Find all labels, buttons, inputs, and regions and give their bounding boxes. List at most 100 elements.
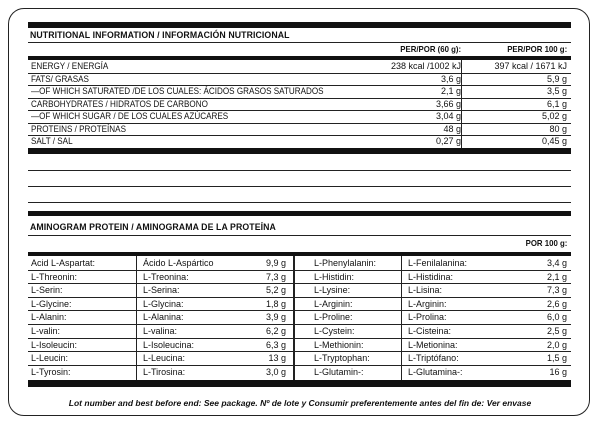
amino-value: 1,5 g <box>546 353 567 364</box>
row-rule <box>28 296 571 298</box>
amino-name-es: L-Alanina: <box>143 312 184 323</box>
nutrition-panel: NUTRITIONAL INFORMATION / INFORMACIÓN NU… <box>28 22 571 162</box>
amino-name-en: Acid L-Aspartat: <box>31 258 96 268</box>
per-60g-value: 3,66 g <box>435 98 461 109</box>
amino-value: 6,3 g <box>265 339 286 350</box>
row-rule <box>28 283 571 285</box>
per-100g-value: 397 kcal / 1671 kJ <box>494 61 567 71</box>
amino-value: 3,0 g <box>265 366 286 377</box>
per-60g-value: 238 kcal /1002 kJ <box>390 61 461 71</box>
blank-lines <box>28 170 571 220</box>
header-rule <box>28 56 571 60</box>
nutrient-name: —OF WHICH SATURATED /DE LOS CUALES: ÁCID… <box>31 86 324 97</box>
amino-value: 1,8 g <box>265 298 286 309</box>
amino-name-es: L-Serina: <box>143 285 180 296</box>
amino-row: L-Tyrosin: L-Tirosina: 3,0 g L-Glutamin-: L-… <box>28 366 571 378</box>
nutrition-row: —OF WHICH SUGAR / DE LOS CUALES AZÚCARES… <box>28 110 571 122</box>
nutrition-row: SALT / SAL 0,27 g 0,45 g <box>28 135 571 147</box>
amino-row: L-Serin: L-Serina: 5,2 g L-Lysine: L-Lisina:… <box>28 284 571 296</box>
amino-name-en: L-Lysine: <box>314 285 351 296</box>
amino-value: 7,3 g <box>265 271 286 282</box>
amino-name-es: L-Isoleucina: <box>143 339 195 350</box>
amino-row: L-valin: L-valina: 6,2 g L-Cystein: L-Cistei… <box>28 325 571 337</box>
per-100g-value: 5,9 g <box>546 73 567 84</box>
blank-line <box>28 170 571 171</box>
nutrient-name: CARBOHYDRATES / HIDRATOS DE CARBONO <box>31 98 208 109</box>
amino-name-es: L-Histidina: <box>408 271 454 282</box>
per-100g-value: 6,1 g <box>546 98 567 109</box>
amino-name-en: L-Glutamin-: <box>314 366 364 377</box>
nutrition-title: NUTRITIONAL INFORMATION / INFORMACIÓN NU… <box>30 30 290 41</box>
amino-name-en: L-Tyrosin: <box>31 366 71 377</box>
amino-value: 7,3 g <box>546 285 567 296</box>
nutrient-name: —OF WHICH SUGAR / DE LOS CUALES AZÚCARES <box>31 111 229 122</box>
nutrition-row: —OF WHICH SATURATED /DE LOS CUALES: ÁCID… <box>28 85 571 97</box>
top-rule <box>28 22 571 28</box>
aminogram-panel: AMINOGRAM PROTEIN / AMINOGRAMA DE LA PRO… <box>28 211 571 391</box>
amino-name-en: L-Phenylalanin: <box>314 258 377 268</box>
per-100g-value: 5,02 g <box>541 111 567 122</box>
row-rule <box>28 269 571 271</box>
nutrient-name: ENERGY / ENERGÍA <box>31 61 109 71</box>
lot-footer-note: Lot number and best before end: See pack… <box>68 398 532 408</box>
amino-row: Acid L-Aspartat: Ácido L-Aspártico 9,9 g L-… <box>28 257 571 269</box>
row-rule <box>28 324 571 325</box>
amino-name-es: L-Glycina: <box>143 298 184 309</box>
row-rule <box>28 351 571 353</box>
row-rule <box>28 122 571 124</box>
amino-name-es: L-Fenilalanina: <box>408 258 468 268</box>
amino-value: 16 g <box>549 366 567 377</box>
amino-row: L-Alanin: L-Alanina: 3,9 g L-Proline: L-Prol… <box>28 311 571 323</box>
amino-name-en: L-Proline: <box>314 312 353 323</box>
row-rule <box>28 97 571 99</box>
amino-name-es: L-Tirosina: <box>143 366 186 377</box>
per-60g-value: 3,04 g <box>435 111 461 122</box>
column-divider <box>401 256 402 380</box>
amino-name-es: L-Arginin: <box>408 298 447 309</box>
nutrition-row: FATS/ GRASAS 3,6 g 5,9 g <box>28 73 571 85</box>
row-rule <box>28 310 571 312</box>
amino-name-en: L-Alanin: <box>31 312 67 323</box>
amino-value: 3,4 g <box>546 258 567 268</box>
amino-name-es: L-Lisina: <box>408 285 443 296</box>
amino-row: L-Isoleucin: L-Isoleucina: 6,3 g L-Methioni… <box>28 339 571 351</box>
per-60g-header: PER/POR (60 g): <box>400 44 461 54</box>
aminogram-top-rule <box>28 211 571 216</box>
column-divider <box>136 256 137 380</box>
amino-value: 6,2 g <box>265 326 286 336</box>
row-rule <box>28 364 571 366</box>
column-divider <box>293 256 295 380</box>
nutrition-row: PROTEINS / PROTEÍNAS 48 g 80 g <box>28 123 571 135</box>
amino-row: L-Glycine: L-Glycina: 1,8 g L-Arginin: L-Arg… <box>28 298 571 310</box>
title-rule <box>28 42 571 43</box>
nutrient-name: SALT / SAL <box>31 136 73 147</box>
amino-name-es: L-Prolina: <box>408 312 447 323</box>
per-100g-value: 80 g <box>549 123 567 134</box>
per-100g-header: PER/POR 100 g: <box>507 44 567 54</box>
aminogram-header-rule <box>28 252 571 256</box>
amino-name-en: L-Serin: <box>31 285 63 296</box>
label-frame <box>8 8 590 416</box>
blank-line <box>28 202 571 203</box>
amino-name-es: L-Treonina: <box>143 271 189 282</box>
bottom-rule <box>28 148 571 154</box>
amino-name-en: L-Histidin: <box>314 271 355 282</box>
amino-row: L-Leucin: L-Leucina: 13 g L-Tryptophan: L-Tr… <box>28 352 571 364</box>
row-rule <box>28 337 571 339</box>
blank-line <box>28 186 571 187</box>
aminogram-title-rule <box>28 235 571 236</box>
amino-value: 2,5 g <box>546 326 567 336</box>
nutrition-row: CARBOHYDRATES / HIDRATOS DE CARBONO 3,66 … <box>28 98 571 110</box>
amino-name-en: L-Cystein: <box>314 326 355 336</box>
per-100g-value: 3,5 g <box>546 86 567 97</box>
amino-name-en: L-Methionin: <box>314 339 364 350</box>
row-rule <box>28 72 571 74</box>
amino-name-es: L-Metionina: <box>408 339 458 350</box>
amino-value: 13 g <box>268 353 286 364</box>
amino-name-es: L-Leucina: <box>143 353 186 364</box>
amino-name-en: L-Glycine: <box>31 298 72 309</box>
amino-name-es: Ácido L-Aspártico <box>143 258 214 268</box>
amino-value: 5,2 g <box>265 285 286 296</box>
per-60g-value: 0,27 g <box>435 136 461 147</box>
amino-name-en: L-Tryptophan: <box>314 353 370 364</box>
